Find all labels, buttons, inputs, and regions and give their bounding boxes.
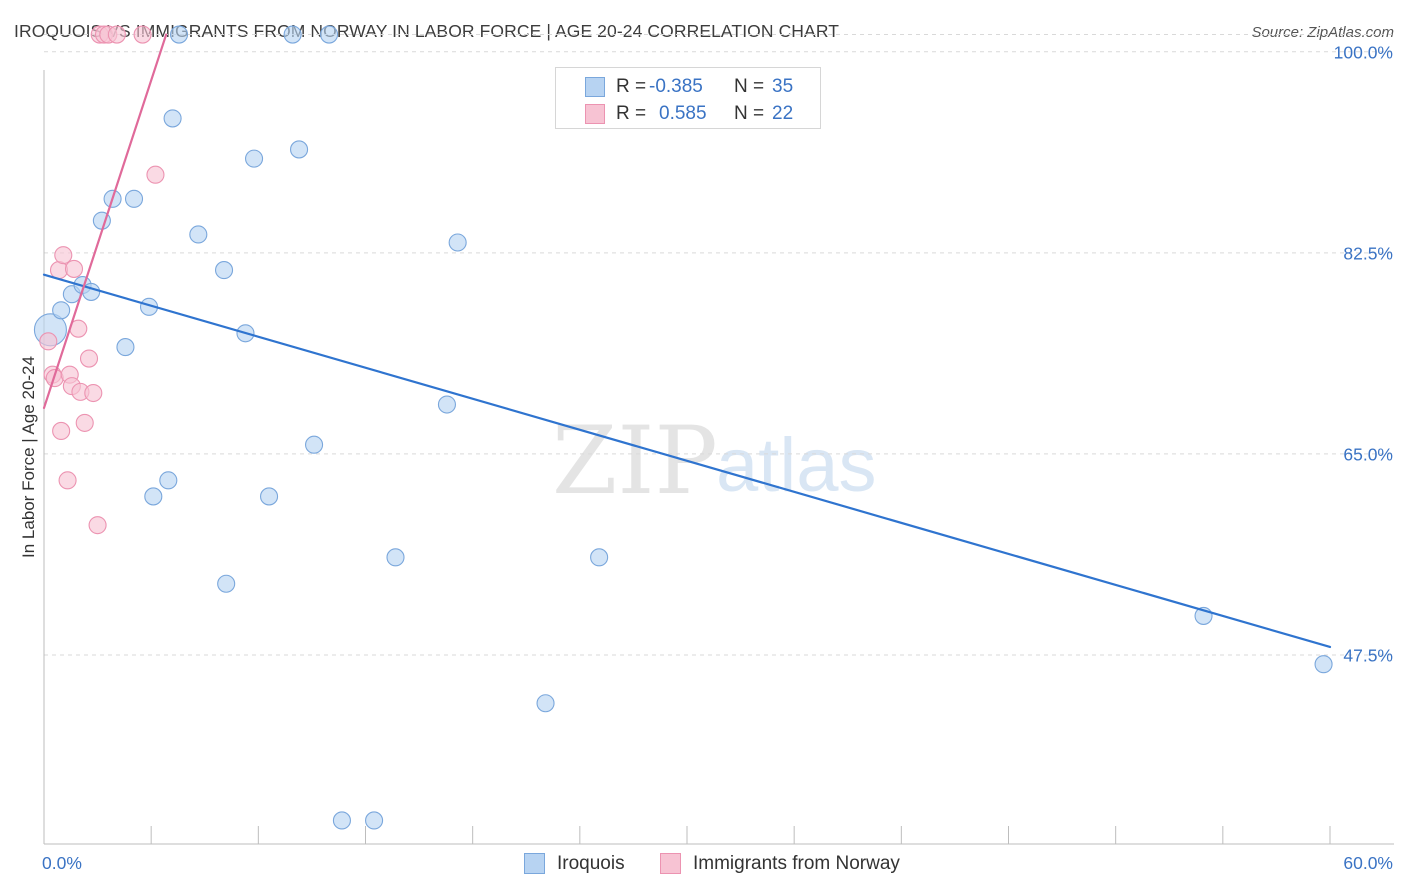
- data-point: [107, 25, 126, 44]
- data-point: [116, 338, 135, 357]
- chart-source: Source: ZipAtlas.com: [1251, 24, 1394, 41]
- data-point: [88, 516, 107, 535]
- data-point: [52, 421, 71, 440]
- axes: [43, 70, 1394, 845]
- data-point: [75, 413, 94, 432]
- data-point: [159, 471, 178, 490]
- data-point: [332, 811, 351, 830]
- data-point: [163, 109, 182, 128]
- n-label: N =: [734, 76, 765, 97]
- r-value: 0.585: [659, 103, 707, 124]
- x-tick-label-max: 60.0%: [1343, 853, 1393, 873]
- n-value: 35: [772, 76, 794, 97]
- data-point: [54, 246, 73, 265]
- legend-swatch-norway: [660, 853, 681, 874]
- data-point: [448, 233, 467, 252]
- chart-title: IROQUOIS VS IMMIGRANTS FROM NORWAY IN LA…: [14, 21, 840, 41]
- data-point: [79, 349, 99, 368]
- data-point: [386, 548, 405, 567]
- data-point: [305, 435, 324, 454]
- data-point: [84, 383, 103, 403]
- y-tick-label: 100.0%: [1334, 42, 1393, 62]
- trend-line-norway: [42, 33, 168, 410]
- data-point: [259, 487, 279, 506]
- data-point: [49, 261, 69, 280]
- data-point: [146, 165, 165, 184]
- y-tick-label: 82.5%: [1343, 243, 1393, 263]
- r-label: R =: [616, 103, 647, 124]
- data-point: [39, 332, 58, 351]
- stats-legend: R = -0.385 N = 35 R = 0.585 N = 22: [555, 67, 821, 129]
- data-point: [144, 487, 163, 506]
- data-point: [536, 694, 555, 713]
- y-axis-label: In Labor Force | Age 20-24: [19, 356, 38, 558]
- data-point: [214, 261, 234, 280]
- data-point: [244, 149, 264, 168]
- legend-label-norway: Immigrants from Norway: [693, 853, 900, 874]
- n-label: N =: [734, 103, 765, 124]
- n-value: 22: [772, 103, 794, 124]
- series-immigrants-from-norway: [39, 25, 165, 535]
- data-point: [169, 25, 189, 44]
- trend-lines: [42, 33, 1332, 649]
- data-point: [590, 548, 609, 567]
- data-point: [58, 471, 77, 490]
- data-point: [283, 25, 302, 44]
- data-point: [217, 574, 236, 593]
- data-point: [437, 395, 456, 414]
- legend-swatch-norway: [585, 104, 605, 124]
- y-tick-label: 65.0%: [1343, 444, 1393, 464]
- data-point: [365, 811, 384, 830]
- r-value: -0.385: [649, 76, 703, 97]
- data-point: [52, 301, 71, 320]
- y-tick-label: 47.5%: [1343, 646, 1393, 666]
- data-point: [1314, 655, 1333, 674]
- legend-swatch-iroquois: [585, 77, 605, 97]
- y-tick-labels: 47.5% 65.0% 82.5% 100.0%: [1334, 42, 1393, 665]
- data-point: [290, 140, 309, 159]
- x-ticks: [43, 826, 1331, 844]
- data-point: [124, 189, 144, 208]
- data-point: [320, 25, 339, 44]
- series-legend: Iroquois Immigrants from Norway: [0, 851, 1406, 877]
- grid-lines: [44, 34, 1394, 656]
- x-tick-label-min: 0.0%: [42, 853, 82, 873]
- r-label: R =: [616, 76, 647, 97]
- data-point: [189, 225, 208, 244]
- legend-swatch-iroquois: [524, 853, 545, 874]
- legend-label-iroquois: Iroquois: [557, 853, 625, 874]
- data-point: [64, 259, 84, 278]
- data-point: [133, 25, 152, 44]
- watermark-atlas: atlas: [716, 423, 877, 508]
- trend-line-iroquois: [42, 273, 1332, 649]
